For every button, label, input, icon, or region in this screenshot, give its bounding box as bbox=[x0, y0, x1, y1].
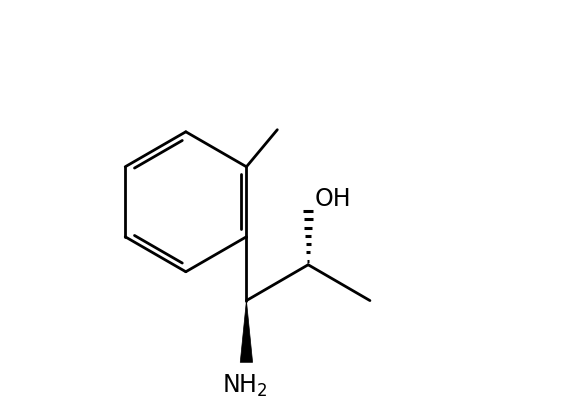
Polygon shape bbox=[240, 301, 252, 362]
Text: OH: OH bbox=[314, 187, 351, 211]
Text: NH$_2$: NH$_2$ bbox=[222, 373, 267, 399]
